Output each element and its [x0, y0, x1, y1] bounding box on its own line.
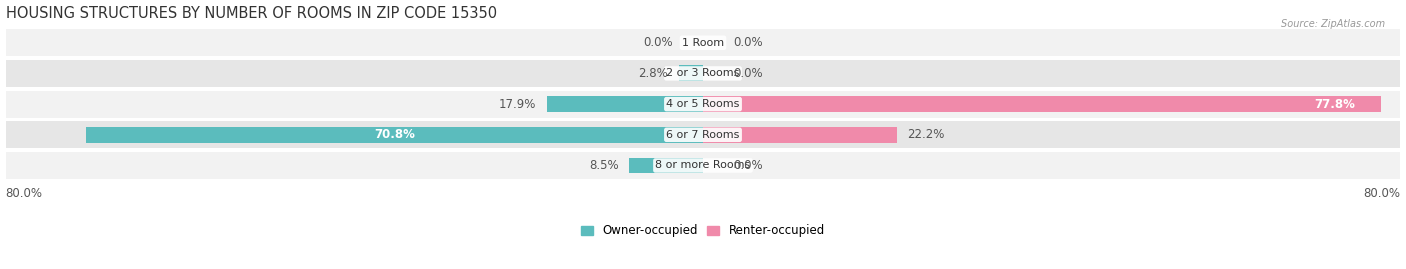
Text: 0.0%: 0.0%	[734, 159, 763, 172]
Text: HOUSING STRUCTURES BY NUMBER OF ROOMS IN ZIP CODE 15350: HOUSING STRUCTURES BY NUMBER OF ROOMS IN…	[6, 6, 496, 20]
Text: Source: ZipAtlas.com: Source: ZipAtlas.com	[1281, 19, 1385, 29]
Text: 70.8%: 70.8%	[374, 128, 415, 141]
Legend: Owner-occupied, Renter-occupied: Owner-occupied, Renter-occupied	[576, 220, 830, 242]
Bar	[703, 96, 1381, 112]
Bar	[6, 152, 1400, 179]
Bar	[679, 65, 703, 82]
Bar	[6, 91, 1400, 118]
Text: 0.0%: 0.0%	[734, 67, 763, 80]
Text: 22.2%: 22.2%	[907, 128, 945, 141]
Bar	[628, 158, 703, 174]
Bar	[86, 127, 703, 143]
Text: 17.9%: 17.9%	[499, 98, 537, 111]
Text: 8.5%: 8.5%	[589, 159, 619, 172]
Text: 0.0%: 0.0%	[734, 36, 763, 49]
Text: 77.8%: 77.8%	[1315, 98, 1355, 111]
Bar	[6, 29, 1400, 56]
Text: 80.0%: 80.0%	[1364, 187, 1400, 200]
Text: 2 or 3 Rooms: 2 or 3 Rooms	[666, 68, 740, 79]
Bar	[6, 60, 1400, 87]
Bar	[703, 127, 897, 143]
Text: 0.0%: 0.0%	[643, 36, 672, 49]
Text: 2.8%: 2.8%	[638, 67, 668, 80]
Bar	[547, 96, 703, 112]
Text: 1 Room: 1 Room	[682, 38, 724, 48]
Text: 4 or 5 Rooms: 4 or 5 Rooms	[666, 99, 740, 109]
Text: 8 or more Rooms: 8 or more Rooms	[655, 161, 751, 171]
Bar	[6, 121, 1400, 148]
Text: 6 or 7 Rooms: 6 or 7 Rooms	[666, 130, 740, 140]
Text: 80.0%: 80.0%	[6, 187, 42, 200]
